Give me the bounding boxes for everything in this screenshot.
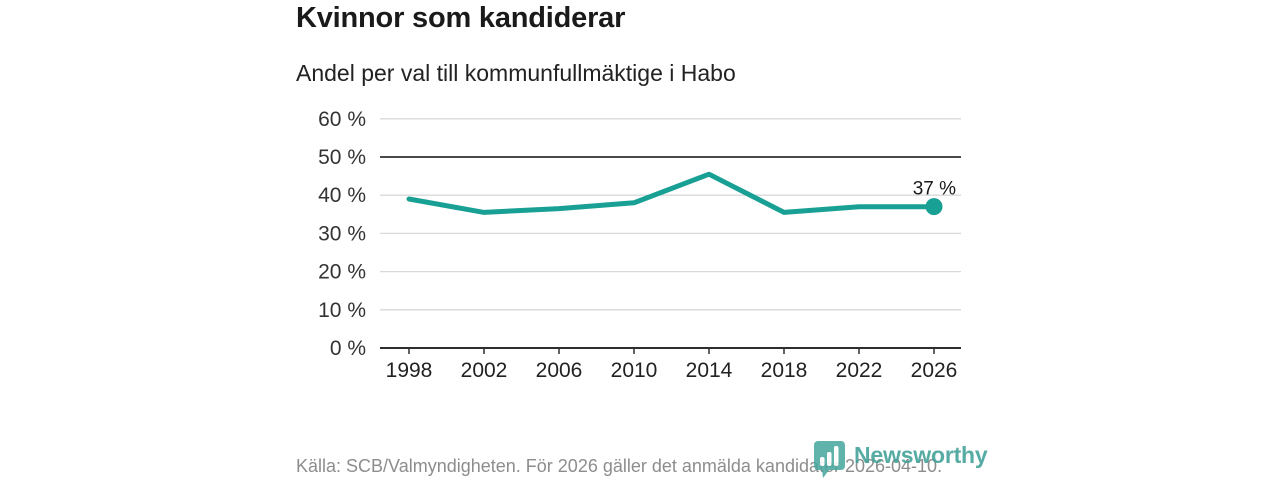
source-note: Källa: SCB/Valmyndigheten. För 2026 gäll… [296, 456, 943, 476]
y-axis-tick-label: 40 % [318, 184, 366, 207]
end-point-marker [925, 198, 943, 216]
newsworthy-logo: Newsworthy [813, 440, 988, 478]
x-axis-tick-label: 1998 [386, 359, 433, 382]
y-axis-tick-label: 20 % [318, 261, 366, 284]
x-axis-tick-label: 2002 [461, 359, 508, 382]
x-axis-tick-label: 2010 [611, 359, 658, 382]
x-axis-tick-label: 2014 [686, 359, 733, 382]
x-axis-tick-label: 2022 [836, 359, 883, 382]
end-point-value-label: 37 % [913, 179, 956, 200]
y-axis-tick-label: 50 % [318, 146, 366, 169]
x-axis-tick-label: 2018 [761, 359, 808, 382]
x-axis-tick-label: 2006 [536, 359, 583, 382]
chart-subtitle: Andel per val till kommunfullmäktige i H… [296, 60, 736, 86]
chart-title: Kvinnor som kandiderar [296, 2, 626, 34]
newsworthy-wordmark: Newsworthy [854, 442, 988, 468]
y-axis-tick-label: 10 % [318, 299, 366, 322]
x-axis-tick-label: 2026 [911, 359, 958, 382]
y-axis-tick-label: 0 % [330, 337, 366, 360]
newsworthy-bubble-chart-icon [814, 441, 845, 478]
y-axis-tick-label: 60 % [318, 108, 366, 131]
y-axis-tick-label: 30 % [318, 222, 366, 245]
data-line-series [406, 171, 937, 215]
